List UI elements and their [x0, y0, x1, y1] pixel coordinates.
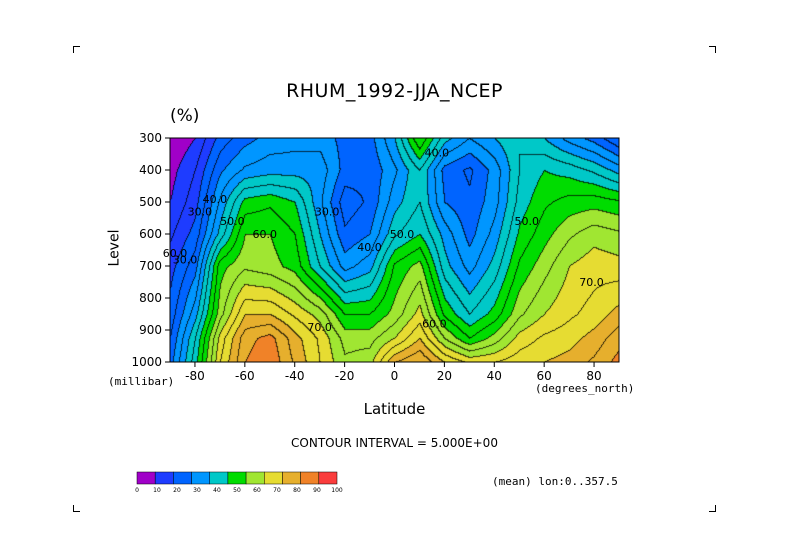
x-tick-label: -80: [185, 369, 205, 383]
y-tick-label: 1000: [131, 355, 162, 369]
crop-mark-bottom-right: [709, 505, 716, 512]
mean-info-text: (mean) lon:0..357.5: [492, 475, 618, 488]
colorbar-swatch: [264, 471, 283, 485]
contour-label: 60.0: [422, 318, 447, 331]
y-tick-label: 700: [139, 259, 162, 273]
contour-label: 40.0: [425, 146, 450, 159]
contour-label: 40.0: [357, 241, 382, 254]
contour-label: 70.0: [579, 276, 604, 289]
y-tick-label: 900: [139, 323, 162, 337]
colorbar-swatch: [227, 471, 247, 485]
colorbar-swatch: [318, 471, 338, 485]
x-units-label: (degrees_north): [535, 382, 635, 395]
contour-interval-text: CONTOUR INTERVAL = 5.000E+00: [291, 436, 498, 450]
chart-title: RHUM_1992-JJA_NCEP: [286, 80, 503, 102]
colorbar-swatch: [136, 471, 156, 485]
x-tick-label: -20: [335, 369, 355, 383]
contour-label: 50.0: [220, 215, 245, 228]
colorbar-swatch: [300, 471, 320, 485]
x-tick-label: 80: [586, 369, 601, 383]
colorbar-swatch: [282, 471, 301, 485]
y-units-label: (millibar): [108, 375, 175, 388]
contour-label: 70.0: [307, 321, 332, 334]
contour-label: 30.0: [188, 206, 213, 219]
colorbar-label: 60: [253, 487, 261, 494]
y-tick-label: 400: [139, 163, 162, 177]
units-label: (%): [170, 106, 200, 126]
colorbar-swatch: [173, 471, 192, 485]
colorbar-label: 80: [293, 487, 301, 494]
contour-label: 60.0: [253, 228, 278, 241]
colorbar-swatch: [191, 471, 210, 485]
crop-mark-top-left: [73, 46, 80, 53]
x-tick-label: -60: [235, 369, 255, 383]
y-tick-label: 600: [139, 227, 162, 241]
crop-mark-top-right: [709, 46, 716, 53]
crop-mark-bottom-left: [73, 505, 80, 512]
colorbar-label: 20: [173, 487, 181, 494]
x-tick-label: -40: [285, 369, 305, 383]
x-tick-label: 20: [437, 369, 452, 383]
contour-label: 50.0: [514, 215, 539, 228]
colorbar-label: 0: [135, 487, 139, 494]
contour-label: 60.0: [163, 247, 188, 260]
contour-label: 30.0: [173, 254, 198, 267]
y-tick-label: 500: [139, 195, 162, 209]
contour-label: 30.0: [315, 206, 340, 219]
y-tick-label: 300: [139, 131, 162, 145]
x-axis-label: Latitude: [363, 400, 426, 418]
colorbar-label: 70: [273, 487, 281, 494]
x-tick-label: 0: [391, 369, 399, 383]
x-tick-label: 40: [487, 369, 502, 383]
x-tick-label: 60: [537, 369, 552, 383]
colorbar-label: 50: [233, 487, 241, 494]
colorbar-label: 10: [153, 487, 161, 494]
colorbar-swatch: [245, 471, 265, 485]
colorbar-label: 40: [213, 487, 221, 494]
colorbar-label: 30: [193, 487, 201, 494]
colorbar-label: 100: [331, 487, 343, 494]
colorbar-swatch: [154, 471, 174, 485]
colorbar-label: 90: [313, 487, 321, 494]
y-tick-label: 800: [139, 291, 162, 305]
contour-label: 40.0: [203, 193, 228, 206]
colorbar-swatch: [209, 471, 229, 485]
contour-label: 50.0: [390, 228, 415, 241]
contour-field: [170, 138, 619, 362]
